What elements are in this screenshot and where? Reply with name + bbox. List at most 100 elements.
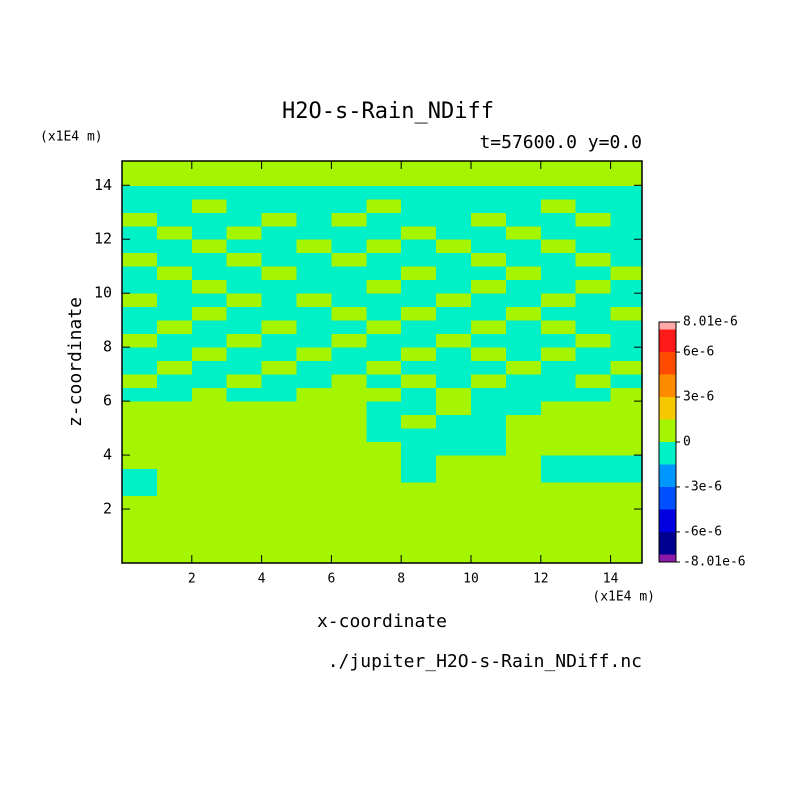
field-cell	[156, 428, 193, 443]
field-cell	[540, 387, 577, 402]
field-cell	[436, 198, 472, 213]
field-cell	[401, 225, 437, 240]
field-cell	[610, 495, 643, 510]
field-cell	[261, 387, 297, 402]
field-cell	[261, 252, 297, 267]
field-cell	[331, 266, 367, 281]
field-cell	[122, 455, 158, 470]
x-tick-label: 6	[327, 572, 335, 587]
field-cell	[540, 482, 577, 497]
field-cell	[122, 522, 158, 537]
field-cell	[610, 536, 643, 551]
field-cell	[156, 522, 193, 537]
field-cell	[470, 441, 507, 456]
field-cell	[331, 239, 367, 254]
field-cell	[331, 414, 367, 429]
field-cell	[401, 320, 437, 335]
field-cell	[366, 414, 402, 429]
field-cell	[261, 495, 297, 510]
field-cell	[505, 495, 542, 510]
field-cell	[331, 212, 367, 227]
field-cell	[401, 374, 437, 389]
field-cell	[331, 333, 367, 348]
field-cell	[156, 347, 193, 362]
field-cell	[505, 522, 542, 537]
field-cell	[575, 414, 612, 429]
field-cell	[331, 320, 367, 335]
field-cell	[156, 225, 193, 240]
field-cell	[191, 333, 228, 348]
field-cell	[296, 536, 332, 551]
field-cell	[296, 414, 332, 429]
field-cell	[122, 509, 158, 524]
field-cell	[505, 266, 542, 281]
field-cell	[156, 320, 193, 335]
field-cell	[261, 161, 297, 173]
field-cell	[436, 320, 472, 335]
y-tick-label: 4	[103, 446, 112, 464]
field-cell	[366, 347, 402, 362]
field-cell	[610, 333, 643, 348]
field-cell	[191, 374, 228, 389]
field-cell	[505, 333, 542, 348]
field-cell	[156, 212, 193, 227]
field-cell	[261, 374, 297, 389]
field-cell	[436, 428, 472, 443]
field-cell	[470, 455, 507, 470]
field-cell	[470, 468, 507, 483]
field-cell	[436, 495, 472, 510]
field-cell	[610, 306, 643, 321]
field-cell	[261, 320, 297, 335]
field-cell	[191, 441, 228, 456]
field-cell	[226, 468, 263, 483]
field-cell	[261, 171, 297, 186]
field-cell	[401, 360, 437, 375]
field-cell	[436, 536, 472, 551]
field-cell	[296, 468, 332, 483]
field-cell	[540, 549, 577, 564]
field-cell	[296, 161, 332, 173]
field-cell	[226, 374, 263, 389]
field-cell	[122, 333, 158, 348]
field-cell	[331, 293, 367, 308]
field-cell	[505, 482, 542, 497]
field-cell	[610, 198, 643, 213]
field-cell	[575, 509, 612, 524]
field-cell	[401, 161, 437, 173]
field-cell	[226, 387, 263, 402]
field-cell	[296, 225, 332, 240]
colorbar-bin	[659, 352, 676, 375]
field-cell	[122, 252, 158, 267]
field-cell	[191, 266, 228, 281]
field-cell	[610, 522, 643, 537]
field-cell	[505, 161, 542, 173]
field-cell	[366, 441, 402, 456]
field-cell	[470, 306, 507, 321]
field-cell	[436, 360, 472, 375]
x-tick-label: 12	[533, 572, 549, 587]
field-cell	[436, 482, 472, 497]
field-cell	[122, 468, 158, 483]
field-cell	[470, 360, 507, 375]
field-cell	[261, 306, 297, 321]
field-cell	[575, 482, 612, 497]
field-cell	[575, 495, 612, 510]
field-cell	[331, 522, 367, 537]
field-cell	[366, 536, 402, 551]
field-cell	[331, 198, 367, 213]
field-cell	[540, 161, 577, 173]
field-cell	[156, 171, 193, 186]
field-cell	[331, 468, 367, 483]
field-cell	[296, 482, 332, 497]
field-cell	[261, 266, 297, 281]
field-cell	[505, 252, 542, 267]
field-cell	[470, 522, 507, 537]
colorbar-tick-label: 0	[683, 435, 691, 450]
field-cell	[191, 212, 228, 227]
field-cell	[610, 468, 643, 483]
colorbar-tick-label: 6e-6	[683, 345, 714, 360]
field-cell	[191, 347, 228, 362]
field-cell	[156, 198, 193, 213]
colorbar-bin	[659, 509, 676, 532]
colorbar-bin	[659, 486, 676, 510]
